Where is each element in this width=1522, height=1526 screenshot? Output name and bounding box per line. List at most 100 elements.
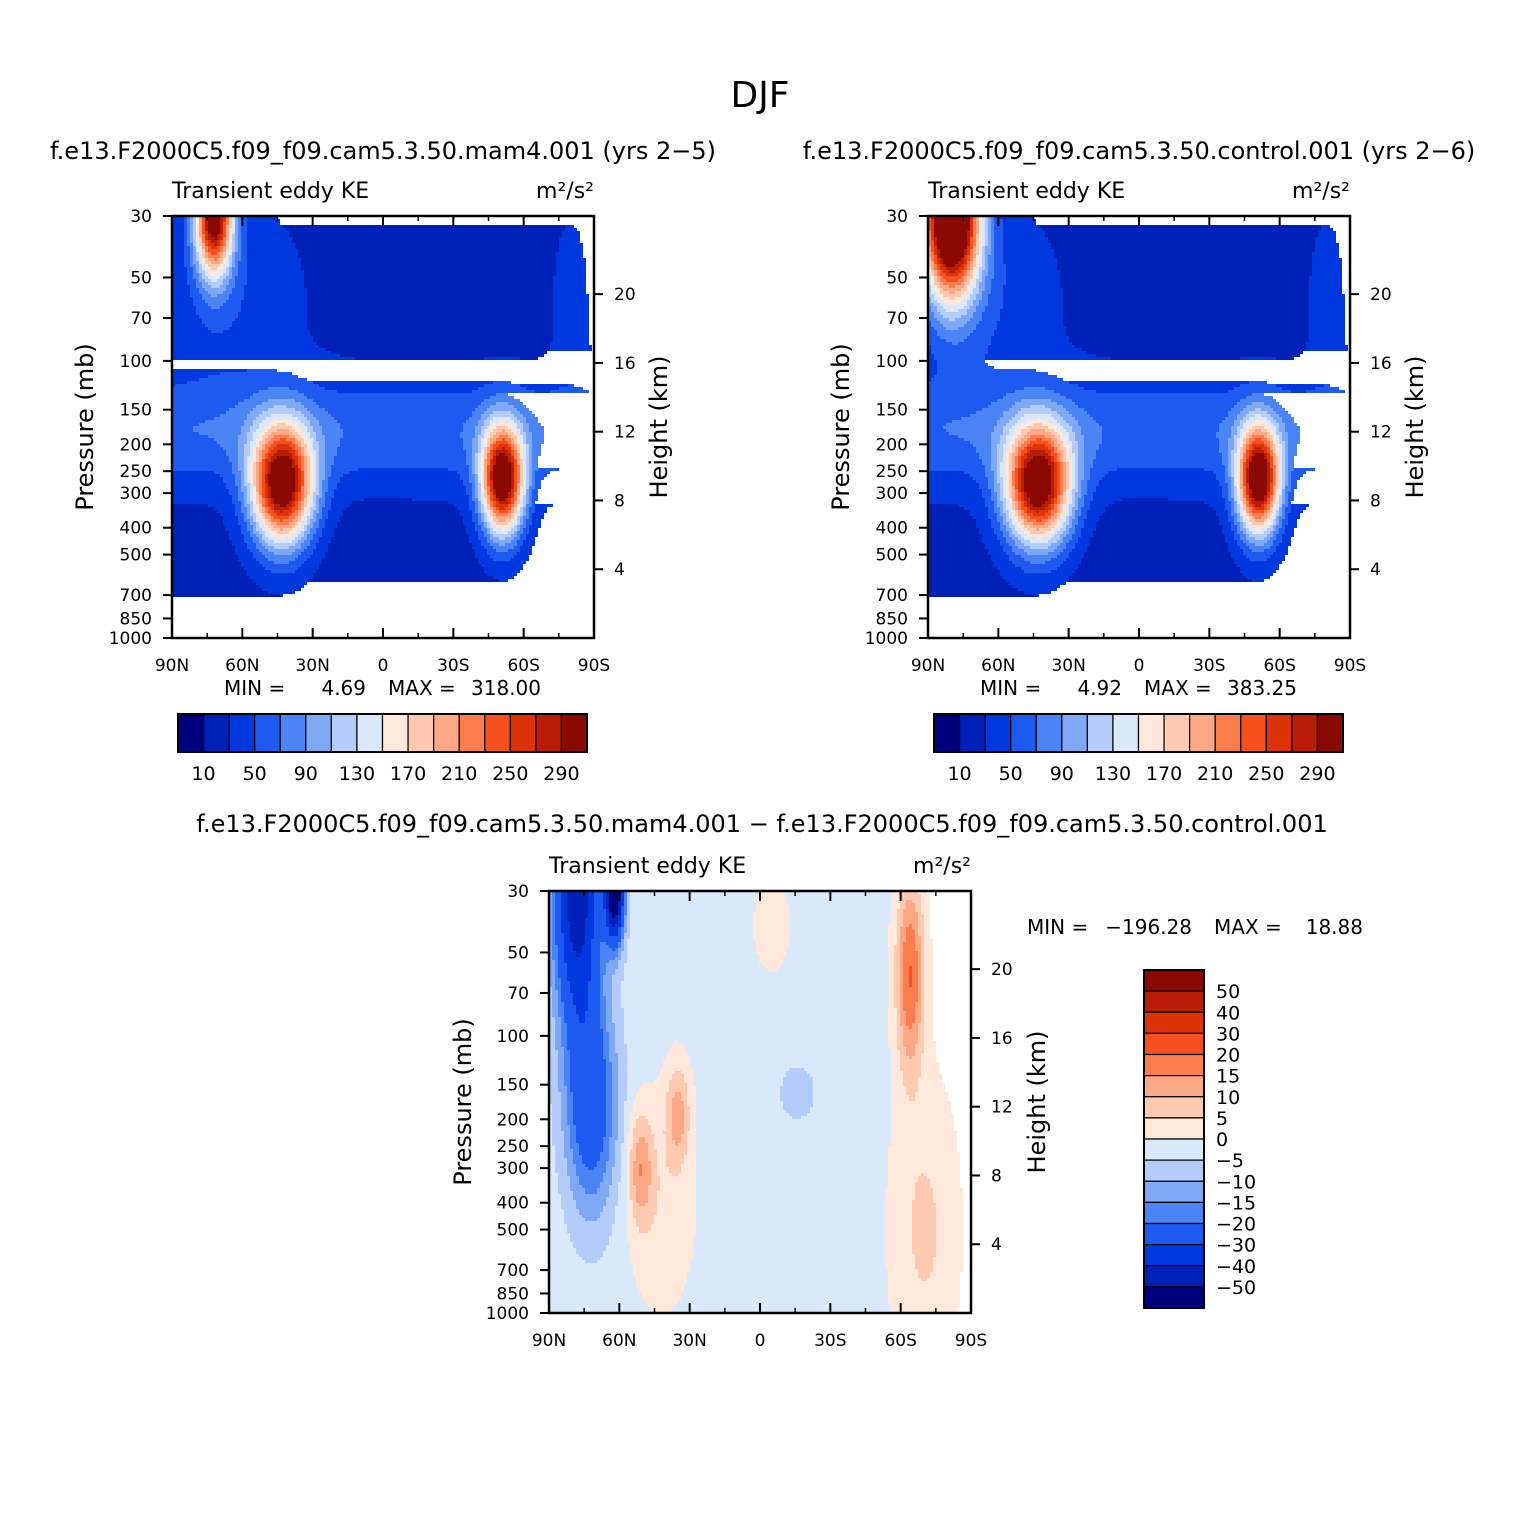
- contour-band-cell: [472, 447, 478, 450]
- contour-band-cell: [1246, 429, 1249, 432]
- contour-band-cell: [1024, 474, 1051, 477]
- contour-band-cell: [1285, 462, 1288, 465]
- contour-band-cell: [484, 420, 490, 423]
- contour-band-cell: [520, 516, 523, 519]
- contour-band-cell: [991, 525, 1000, 528]
- contour-band-cell: [1021, 507, 1027, 510]
- contour-band-cell: [241, 252, 247, 255]
- contour-band-cell: [1288, 480, 1291, 483]
- contour-band-cell: [1096, 420, 1222, 423]
- contour-band-cell: [1060, 279, 1309, 282]
- contour-band-cell: [529, 507, 535, 510]
- contour-band-cell: [997, 513, 1000, 516]
- contour-band-cell: [487, 435, 490, 438]
- contour-band-cell: [1012, 474, 1015, 477]
- contour-band-cell: [172, 378, 199, 381]
- contour-band-cell: [1057, 459, 1060, 462]
- contour-band-cell: [967, 252, 970, 255]
- contour-band-cell: [1054, 465, 1057, 468]
- contour-band-cell: [475, 429, 481, 432]
- contour-band-cell: [487, 474, 490, 477]
- contour-band-cell: [1060, 489, 1063, 492]
- contour-band-cell: [310, 540, 319, 543]
- contour-band-cell: [301, 516, 304, 519]
- contour-band-cell: [274, 405, 286, 408]
- contour-band-cell: [1066, 465, 1069, 468]
- contour-band-cell: [298, 444, 301, 447]
- contour-band-cell: [1021, 477, 1024, 480]
- contour-band-cell: [529, 447, 532, 450]
- contour-band-cell: [232, 270, 238, 273]
- contour-band-cell: [1072, 450, 1078, 453]
- contour-band-cell: [487, 408, 517, 411]
- contour-band-cell: [1291, 483, 1297, 486]
- contour-band-cell: [487, 486, 490, 489]
- contour-band-cell: [271, 522, 277, 525]
- contour-band-cell: [232, 291, 244, 294]
- contour-band-cell: [1063, 462, 1066, 465]
- contour-band-cell: [1078, 468, 1084, 471]
- contour-band-cell: [253, 510, 256, 513]
- contour-band-cell: [268, 513, 271, 516]
- contour-band-cell: [529, 510, 535, 513]
- contour-band-cell: [493, 435, 499, 438]
- contour-band-cell: [1060, 462, 1063, 465]
- contour-band-cell: [172, 414, 220, 417]
- contour-band-cell: [1249, 459, 1252, 462]
- contour-band-cell: [1213, 471, 1225, 474]
- contour-band-cell: [211, 234, 217, 237]
- contour-band-cell: [484, 480, 487, 483]
- contour-band-cell: [358, 468, 448, 471]
- contour-band-cell: [481, 480, 484, 483]
- contour-band-cell: [1243, 471, 1246, 474]
- contour-band-cell: [475, 483, 478, 486]
- contour-band-cell: [1072, 522, 1078, 525]
- colorbar-label: 170: [390, 763, 426, 785]
- contour-band-cell: [1243, 474, 1246, 477]
- contour-band-cell: [247, 240, 292, 243]
- contour-band-cell: [298, 468, 301, 471]
- contour-band-cell: [1276, 432, 1282, 435]
- contour-band-cell: [1273, 423, 1279, 426]
- contour-band-cell: [934, 258, 937, 261]
- contour-band-cell: [307, 312, 553, 315]
- contour-band-cell: [1015, 504, 1018, 507]
- contour-band-cell: [955, 318, 970, 321]
- contour-band-cell: [1228, 390, 1291, 393]
- contour-band-cell: [928, 561, 994, 564]
- contour-band-cell: [310, 450, 316, 453]
- contour-band-cell: [1021, 495, 1024, 498]
- contour-band-cell: [1003, 300, 1063, 303]
- contour-band-cell: [334, 417, 469, 420]
- contour-band-cell: [478, 477, 481, 480]
- contour-band-cell: [997, 450, 1003, 453]
- contour-band-cell: [247, 456, 253, 459]
- contour-band-cell: [1060, 444, 1063, 447]
- contour-band-cell: [526, 483, 529, 486]
- contour-band-cell: [1048, 525, 1054, 528]
- contour-band-cell: [262, 492, 265, 495]
- contour-band-cell: [1042, 537, 1051, 540]
- contour-band-cell: [1048, 447, 1054, 450]
- contour-band-cell: [487, 489, 490, 492]
- contour-band-cell: [304, 549, 313, 552]
- contour-band-cell: [535, 483, 541, 486]
- contour-band-cell: [937, 318, 949, 321]
- contour-band-cell: [1078, 441, 1084, 444]
- contour-band-cell: [994, 426, 1003, 429]
- contour-band-cell: [448, 468, 469, 471]
- contour-band-cell: [229, 234, 232, 237]
- contour-band-cell: [481, 456, 484, 459]
- contour-band-cell: [937, 258, 940, 261]
- contour-band-cell: [484, 519, 487, 522]
- contour-band-cell: [253, 579, 310, 582]
- contour-band-cell: [505, 507, 511, 510]
- contour-band-cell: [493, 471, 511, 474]
- contour-band-cell: [1003, 396, 1066, 399]
- contour-band-cell: [313, 501, 316, 504]
- contour-band-cell: [1006, 270, 1060, 273]
- contour-band-cell: [355, 357, 484, 360]
- contour-band-cell: [172, 303, 193, 306]
- contour-band-cell: [991, 282, 1006, 285]
- contour-band-cell: [238, 264, 247, 267]
